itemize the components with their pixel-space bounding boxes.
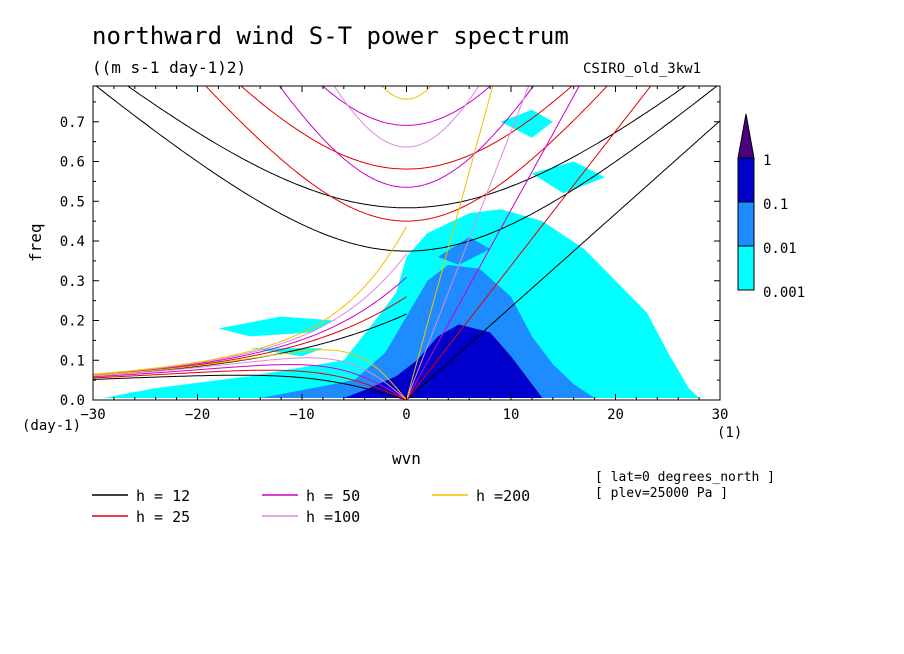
x-tick-label: 0 — [402, 407, 410, 423]
y-tick-label: 0.2 — [60, 314, 85, 330]
y-tick-label: 0.7 — [60, 115, 85, 131]
y-tick-label: 0.5 — [60, 194, 85, 210]
dispersion-curves — [93, 0, 720, 400]
x-tick-label: −30 — [80, 407, 105, 423]
rossby-curve-h50 — [93, 364, 407, 400]
plev-annotation: [ plev=25000 Pa ] — [595, 486, 729, 501]
x-tick-label: −10 — [289, 407, 314, 423]
y-tick-label: 0.3 — [60, 274, 85, 290]
ig-n1-curve-h200 — [381, 86, 432, 100]
colorbar-label: 0.01 — [763, 241, 797, 257]
x-tick-label: −20 — [185, 407, 210, 423]
x-tick-label: 20 — [607, 407, 624, 423]
colorbar-label: 0.1 — [763, 197, 788, 213]
ig-n1-curve-h12 — [95, 86, 718, 252]
rossby-curve-h200 — [93, 349, 407, 400]
colorbar-label: 0.001 — [763, 285, 805, 301]
page-title: northward wind S-T power spectrum — [92, 22, 569, 50]
ig-n1-curve-h50 — [278, 86, 535, 188]
rossby-curve-h100 — [93, 357, 407, 400]
mrg-curve-h200 — [93, 226, 407, 375]
power-region-0 — [103, 209, 700, 398]
kelvin-curve-h100 — [406, 86, 530, 400]
colorbar-band-2 — [737, 157, 755, 203]
legend-label: h =100 — [306, 508, 360, 526]
ig-n2-curve-h200 — [93, 0, 720, 12]
legend-label: h =200 — [476, 487, 530, 505]
power-region-1 — [218, 316, 334, 337]
colorbar-band-1 — [737, 201, 755, 247]
ig-n2-curve-h50 — [322, 86, 491, 126]
ig-n1-curve-h25 — [205, 86, 608, 222]
kelvin-curve-h200 — [406, 86, 494, 400]
x-tick-label: 30 — [712, 407, 729, 423]
power-region-7 — [343, 324, 543, 398]
rossby-curve-h25 — [93, 369, 407, 400]
kelvin-curve-h12 — [406, 120, 720, 400]
rossby-curve-h12 — [93, 374, 407, 400]
power-regions — [103, 109, 700, 398]
ig-n2-curve-h12 — [126, 86, 687, 209]
y-tick-label: 0.1 — [60, 353, 85, 369]
x-tick-label: 10 — [503, 407, 520, 423]
kelvin-curve-h50 — [406, 86, 580, 400]
legend: h = 12 h = 25 h = 50 h =100 h =200 — [92, 487, 530, 526]
x-axis-label: wvn — [392, 449, 421, 468]
power-region-3 — [531, 161, 605, 194]
colorbar-band-0 — [737, 245, 755, 291]
legend-label: h = 25 — [136, 508, 190, 526]
y-tick-label: 0.6 — [60, 155, 85, 171]
ig-n1-curve-h100 — [333, 86, 480, 148]
y-axis-unit: (day-1) — [22, 418, 82, 434]
colorbar-arrow — [737, 113, 755, 159]
chart-units: ((m s-1 day-1)2) — [92, 58, 247, 77]
axis-ticks: −30 −20 −10 0 10 20 30 0.0 0.1 0.2 0.3 0.4 0.5 0.6 0.7 — [60, 86, 729, 423]
y-tick-label: 0.4 — [60, 234, 85, 250]
ig-n2-curve-h25 — [240, 86, 573, 170]
power-region-2 — [500, 109, 553, 138]
lat-annotation: [ lat=0 degrees_north ] — [595, 470, 776, 485]
colorbar: 0.001 0.01 0.1 1 — [737, 113, 805, 301]
y-tick-label: 0.0 — [60, 393, 85, 409]
ig-n2-curve-h100 — [93, 0, 720, 73]
kelvin-curve-h25 — [406, 86, 652, 400]
legend-label: h = 12 — [136, 487, 190, 505]
colorbar-label: 1 — [763, 153, 771, 169]
model-label: CSIRO_old_3kw1 — [583, 61, 702, 77]
legend-label: h = 50 — [306, 487, 360, 505]
x-axis-unit: (1) — [717, 425, 743, 441]
